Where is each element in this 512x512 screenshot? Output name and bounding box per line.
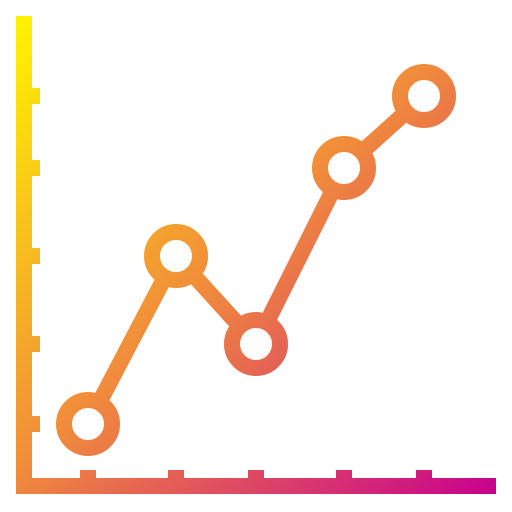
x-tick <box>168 470 184 486</box>
y-tick <box>16 160 40 176</box>
y-tick <box>16 336 40 352</box>
data-point <box>144 224 208 288</box>
y-axis <box>16 16 32 478</box>
data-point <box>56 392 120 456</box>
data-point <box>392 64 456 128</box>
x-tick <box>336 470 352 486</box>
x-tick <box>416 470 432 486</box>
y-tick <box>16 248 40 264</box>
data-point <box>224 312 288 376</box>
x-axis-ticks <box>80 470 432 486</box>
y-axis-ticks <box>16 88 40 432</box>
x-tick <box>248 470 264 486</box>
data-points <box>56 64 456 456</box>
data-point <box>312 136 376 200</box>
y-tick <box>16 88 40 104</box>
x-tick <box>80 470 96 486</box>
y-tick <box>16 416 40 432</box>
